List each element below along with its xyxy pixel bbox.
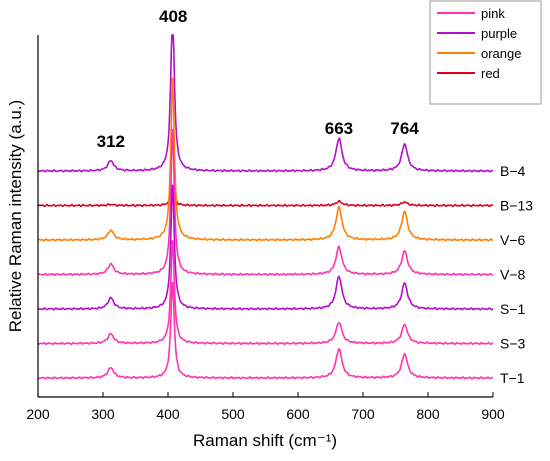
x-tick-label: 900: [481, 406, 505, 422]
peak-labels: 312 408 663 764: [97, 7, 420, 151]
peak-label: 663: [325, 119, 353, 138]
x-tick-label: 500: [221, 406, 245, 422]
y-axis-title: Relative Raman intensity (a.u.): [6, 100, 25, 332]
trace-labels: B−4 B−13 V−6 V−8 S−1 S−3 T−1: [500, 163, 533, 386]
x-tick-label: 300: [91, 406, 115, 422]
x-tick-label: 700: [351, 406, 375, 422]
x-tick-label: 600: [286, 406, 310, 422]
legend-label: purple: [481, 26, 517, 41]
x-tick-label: 200: [26, 406, 50, 422]
trace-line: [37, 281, 494, 380]
legend: pink purple orange red: [429, 0, 542, 105]
trace-line: [37, 184, 494, 311]
x-axis-title: Raman shift (cm⁻¹): [193, 431, 337, 450]
trace-line: [38, 34, 494, 173]
axes: [37, 35, 493, 398]
legend-label: red: [481, 66, 500, 81]
trace-label: S−1: [500, 301, 526, 317]
legend-label: pink: [481, 6, 505, 21]
trace-label: T−1: [500, 370, 525, 386]
trace-line: [37, 184, 494, 208]
trace-label: V−8: [500, 267, 526, 283]
trace-label: V−6: [500, 232, 526, 248]
peak-label: 312: [97, 132, 125, 151]
trace-line: [37, 240, 494, 346]
trace-line: [37, 128, 494, 277]
trace-label: B−4: [500, 163, 526, 179]
legend-label: orange: [481, 46, 521, 61]
peak-label: 408: [159, 7, 187, 26]
spectra-traces: [37, 34, 494, 380]
trace-label: S−3: [500, 336, 526, 352]
x-tick-label: 800: [416, 406, 440, 422]
x-tick-label: 400: [156, 406, 180, 422]
trace-label: B−13: [500, 198, 533, 214]
x-ticks: 200 300 400 500 600 700 800 900: [26, 392, 505, 422]
peak-label: 764: [390, 119, 419, 138]
trace-line: [37, 77, 493, 242]
